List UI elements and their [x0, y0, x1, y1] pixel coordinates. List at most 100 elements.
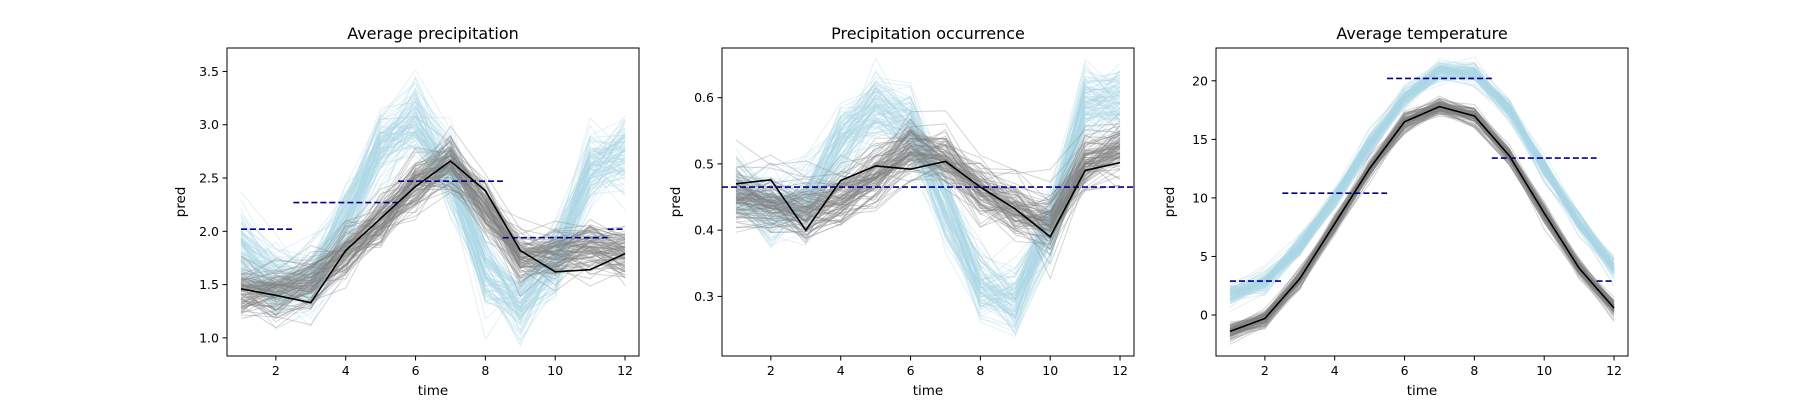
x-tick-label: 6	[907, 363, 915, 378]
ensemble-line	[735, 137, 1121, 226]
ensemble-line	[1229, 66, 1615, 297]
ensemble-line	[735, 137, 1121, 242]
ensemble-line	[1229, 102, 1615, 327]
ensemble-line	[1229, 61, 1615, 291]
ensemble-line	[735, 134, 1121, 229]
ensemble-line	[1229, 69, 1615, 299]
ensemble-line	[735, 111, 1121, 317]
ensemble-line	[735, 124, 1121, 222]
ensemble-line	[240, 115, 626, 297]
ensemble-line	[240, 136, 626, 329]
ensemble-line	[1229, 63, 1615, 294]
ensemble-line	[240, 134, 626, 285]
ensemble-line	[240, 99, 626, 307]
ensemble-line	[240, 111, 626, 309]
ensemble-line	[1229, 78, 1615, 295]
ensemble-line	[1229, 65, 1615, 300]
ensemble-line	[735, 85, 1121, 301]
ensemble-line	[240, 147, 626, 309]
x-tick-label: 12	[1606, 363, 1622, 378]
ensemble-line	[240, 159, 626, 289]
ensemble-line	[735, 147, 1121, 226]
ensemble-line	[735, 87, 1121, 301]
ensemble-line	[1229, 63, 1615, 297]
ensemble-line	[240, 153, 626, 286]
ensemble-line	[1229, 68, 1615, 290]
ensemble-line	[735, 128, 1121, 232]
ensemble-line	[735, 132, 1121, 224]
ensemble-line	[1229, 69, 1615, 289]
ensemble-line	[240, 133, 626, 322]
ensemble-line	[735, 130, 1121, 222]
ensemble-line	[735, 56, 1121, 323]
ensemble-line	[735, 112, 1121, 293]
ensemble-line	[735, 69, 1121, 320]
ensemble-line	[735, 97, 1121, 317]
x-axis-label: time	[418, 383, 449, 399]
ensemble-line	[735, 78, 1121, 302]
ensemble-line	[1229, 101, 1615, 324]
ensemble-line	[240, 134, 626, 318]
ensemble-line	[735, 79, 1121, 286]
ensemble-line	[735, 75, 1121, 294]
ensemble-line	[240, 159, 626, 323]
ensemble-line	[1229, 103, 1615, 325]
ensemble-line	[240, 153, 626, 309]
ensemble-line	[735, 82, 1121, 275]
ensemble-line	[240, 166, 626, 296]
ensemble-line	[735, 145, 1121, 227]
ensemble-line	[1229, 102, 1615, 326]
ensemble-line	[735, 151, 1121, 237]
y-tick-label: 2.5	[199, 171, 219, 186]
ensemble-line	[735, 77, 1121, 291]
ensemble-line	[735, 86, 1121, 325]
ensemble-line	[240, 155, 626, 281]
ensemble-line	[240, 135, 626, 301]
ensemble-line	[735, 110, 1121, 185]
ensemble-line	[240, 115, 626, 288]
ensemble-line	[735, 138, 1121, 213]
ensemble-line	[240, 109, 626, 325]
ensemble-line	[240, 137, 626, 302]
ensemble-line	[240, 120, 626, 317]
ensemble-line	[1229, 57, 1615, 297]
ensemble-line	[240, 158, 626, 310]
chart-title: Precipitation occurrence	[831, 24, 1025, 43]
ensemble-line	[240, 162, 626, 308]
ensemble-line	[1229, 75, 1615, 296]
ensemble-line	[240, 120, 626, 296]
ensemble-line	[240, 168, 626, 301]
ensemble-line	[240, 149, 626, 312]
ensemble-line	[735, 123, 1121, 203]
plot-area	[722, 56, 1134, 338]
ensemble-line	[735, 157, 1121, 257]
ensemble-line	[240, 123, 626, 287]
ensemble-line	[735, 62, 1121, 302]
ensemble-line	[1229, 67, 1615, 305]
ensemble-line	[735, 95, 1121, 316]
ensemble-line	[735, 70, 1121, 284]
ensemble-line	[240, 131, 626, 294]
observed-line	[240, 159, 626, 304]
y-axis-label: pred	[668, 187, 684, 218]
ensemble-line	[735, 93, 1121, 326]
ensemble-line	[1229, 68, 1615, 304]
ensemble-line	[1229, 75, 1615, 296]
ensemble-line	[735, 146, 1121, 233]
ensemble-line	[240, 134, 626, 294]
ensemble-line	[735, 133, 1121, 226]
ensemble-line	[1229, 68, 1615, 298]
ensemble-line	[735, 96, 1121, 296]
ensemble-line	[735, 104, 1121, 333]
ensemble-line	[735, 96, 1121, 301]
ensemble-line	[240, 132, 626, 341]
ensemble-line	[240, 81, 626, 321]
ensemble-line	[735, 83, 1121, 304]
ensemble-line	[1229, 66, 1615, 296]
ensemble-line	[240, 163, 626, 299]
ensemble-line	[240, 120, 626, 312]
ensemble-line	[240, 69, 626, 288]
ensemble-line	[735, 145, 1121, 232]
ensemble-line	[1229, 101, 1615, 333]
